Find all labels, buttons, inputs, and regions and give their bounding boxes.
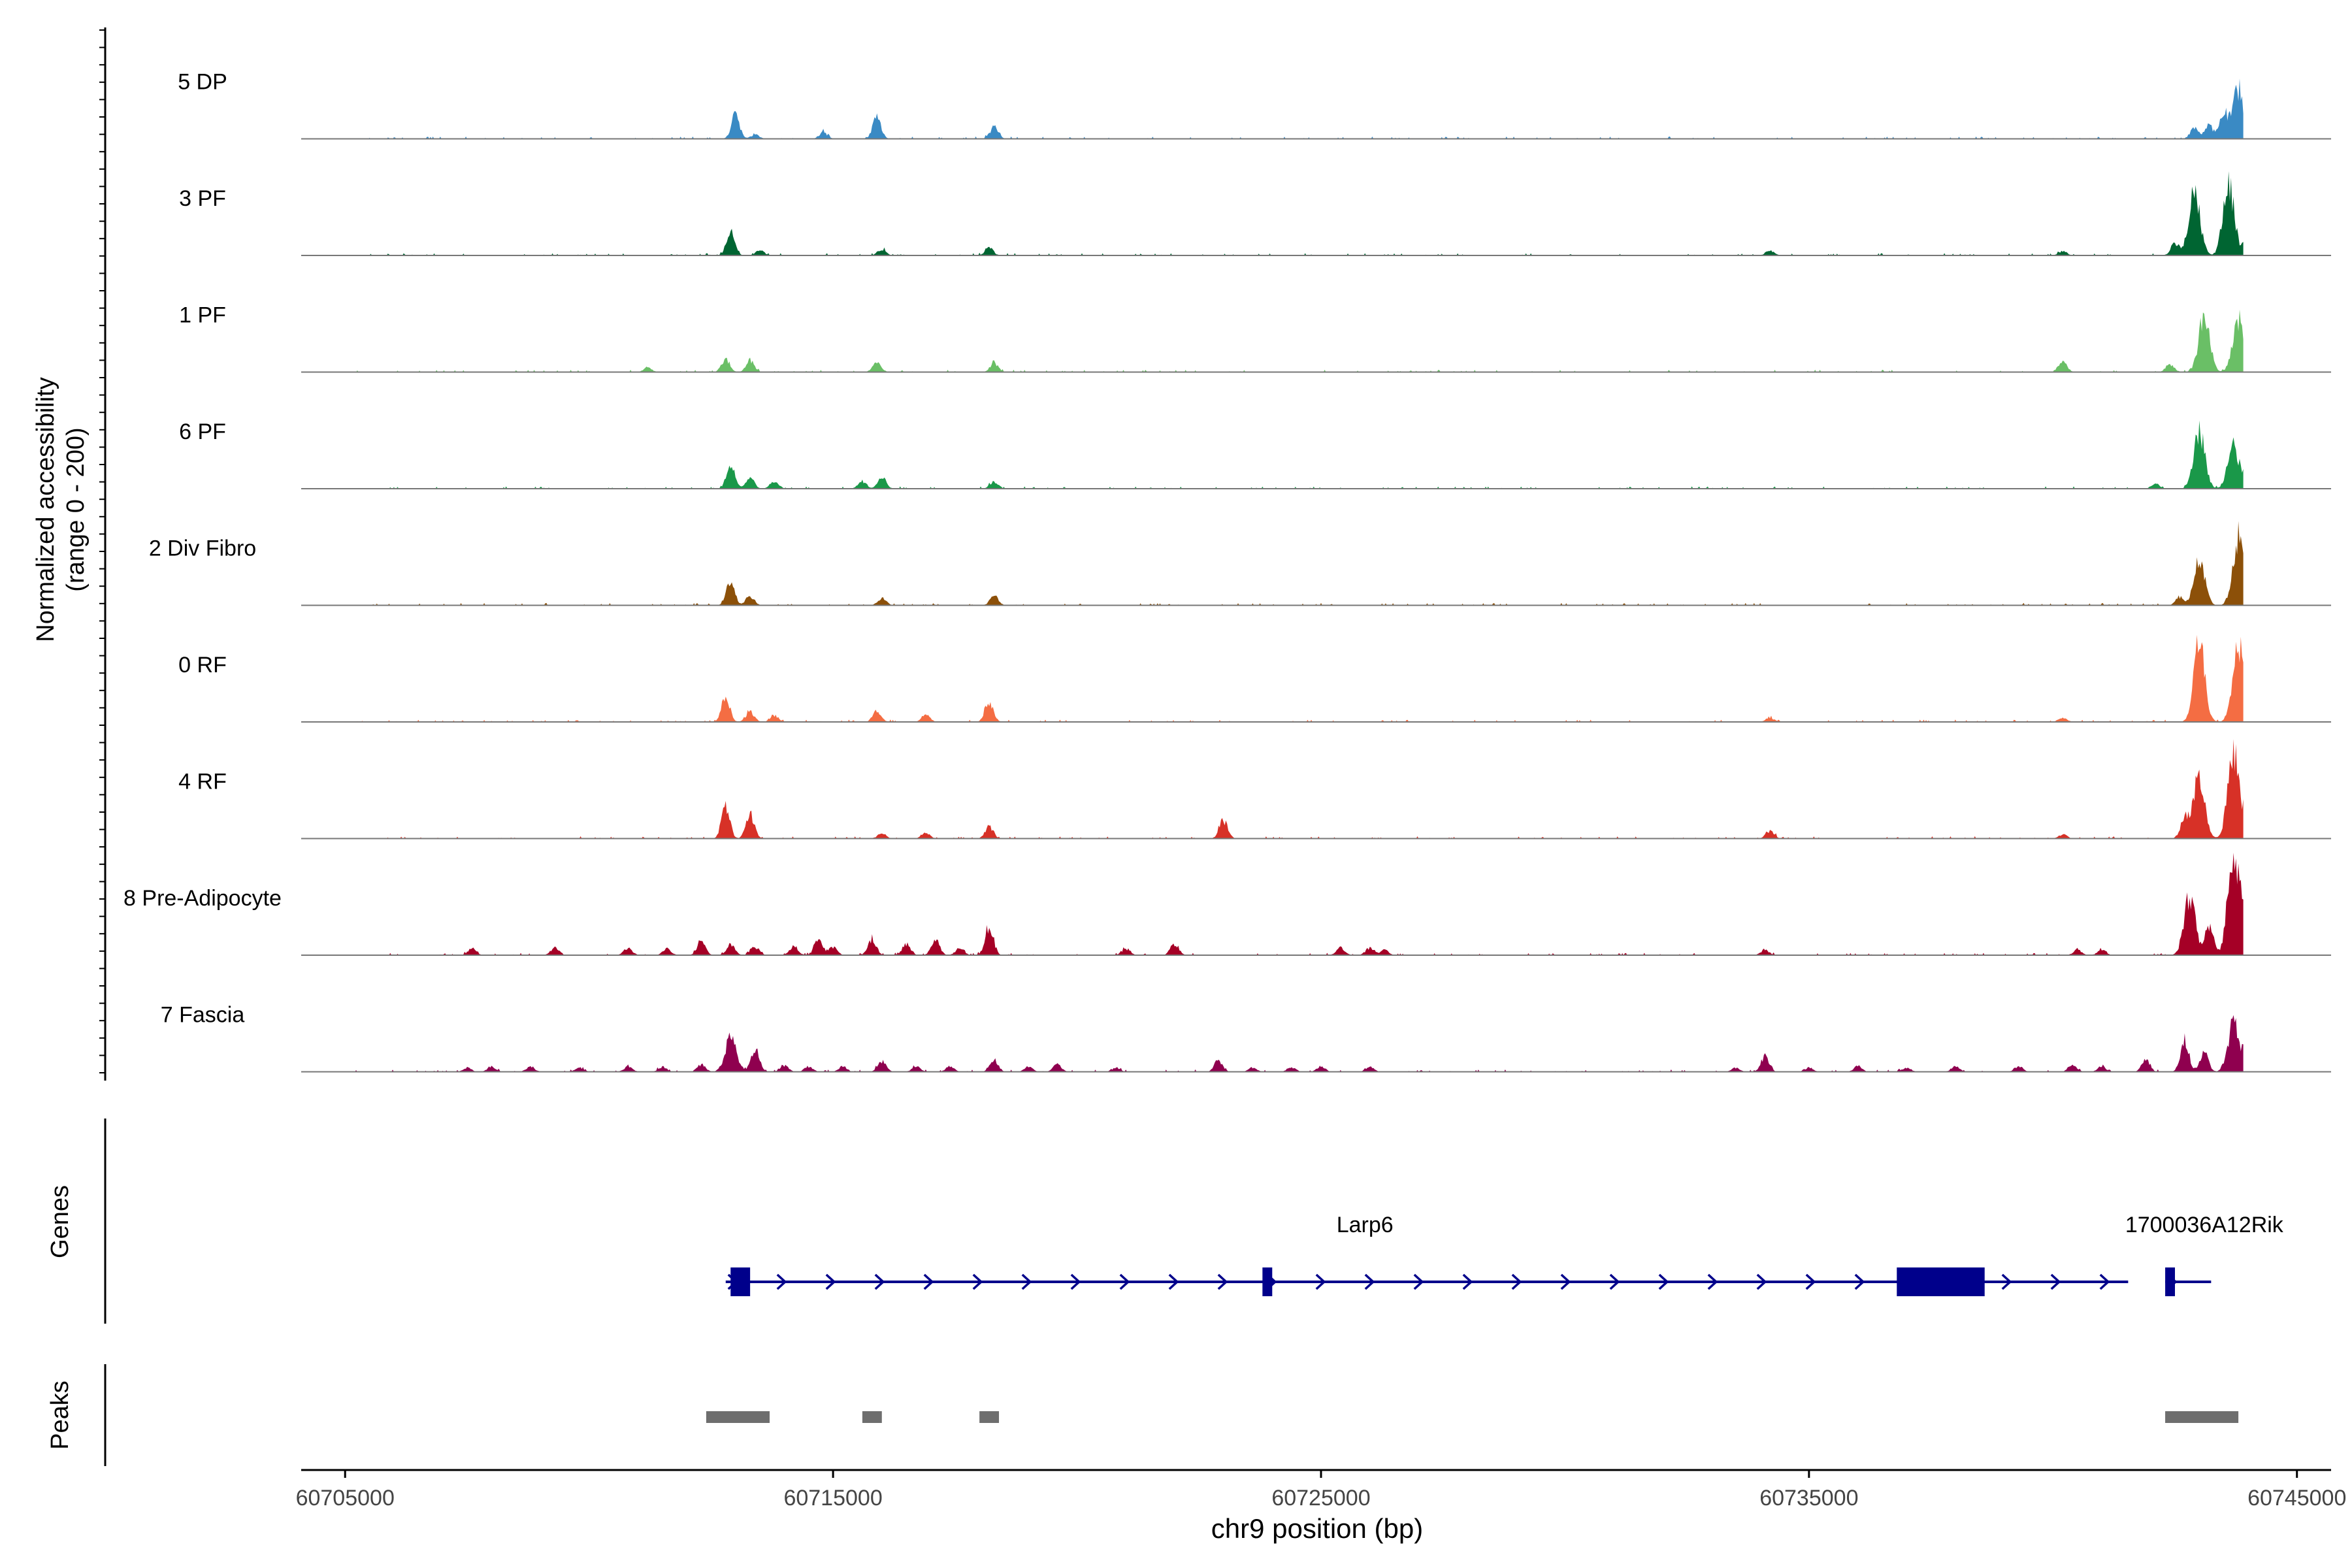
track-5: 0 RF bbox=[178, 634, 2331, 723]
track-label: 3 PF bbox=[179, 186, 226, 211]
track-label: 5 DP bbox=[178, 70, 227, 95]
strand-arrow bbox=[825, 1273, 836, 1290]
coverage-area bbox=[355, 171, 2244, 255]
peak-region bbox=[862, 1411, 882, 1423]
coverage-area bbox=[355, 420, 2244, 489]
strand-arrow bbox=[1462, 1273, 1473, 1290]
peak-region bbox=[706, 1411, 770, 1423]
x-tick-label: 60745000 bbox=[2247, 1486, 2346, 1511]
strand-arrow bbox=[1217, 1273, 1228, 1290]
strand-arrow bbox=[1658, 1273, 1669, 1290]
track-label: 4 RF bbox=[178, 770, 227, 794]
strand-arrow bbox=[1560, 1273, 1571, 1290]
x-axis-ticks: 60705000 60715000 60725000 60735000 60745000 bbox=[296, 1470, 2346, 1511]
x-tick-label: 60715000 bbox=[783, 1486, 882, 1511]
gene-name-label: Larp6 bbox=[1337, 1213, 1394, 1237]
track-4: 2 Div Fibro bbox=[149, 521, 2331, 606]
coverage-area bbox=[355, 309, 2244, 372]
track-7: 8 Pre-Adipocyte bbox=[123, 853, 2331, 956]
x-tick-label: 60705000 bbox=[296, 1486, 395, 1511]
coverage-area bbox=[355, 1015, 2244, 1072]
peaks-track-label: Peaks bbox=[46, 1380, 74, 1450]
x-tick-label: 60735000 bbox=[1759, 1486, 1858, 1511]
gene-annotations: Larp6 1700036A12Rik bbox=[725, 1213, 2284, 1296]
gene-exon bbox=[1262, 1267, 1273, 1296]
coverage-y-ticks bbox=[99, 29, 105, 1073]
track-label: 6 PF bbox=[179, 419, 226, 444]
strand-arrow bbox=[1119, 1273, 1130, 1290]
gene-exon bbox=[1897, 1267, 1985, 1296]
strand-arrow bbox=[1805, 1273, 1816, 1290]
track-6: 4 RF bbox=[178, 739, 2331, 840]
strand-arrow bbox=[1854, 1273, 1865, 1290]
coverage-area bbox=[355, 521, 2244, 606]
gene-name-label: 1700036A12Rik bbox=[2125, 1213, 2284, 1237]
track-8: 7 Fascia bbox=[161, 1003, 2331, 1073]
strand-arrow bbox=[1756, 1273, 1767, 1290]
track-label: 8 Pre-Adipocyte bbox=[123, 886, 282, 911]
genes-track-label: Genes bbox=[46, 1185, 74, 1258]
strand-arrow bbox=[972, 1273, 983, 1290]
peak-regions bbox=[706, 1411, 2239, 1423]
x-tick-label: 60725000 bbox=[1271, 1486, 1370, 1511]
track-0: 5 DP bbox=[178, 70, 2331, 140]
x-axis-label: chr9 position (bp) bbox=[1211, 1513, 1424, 1544]
strand-arrow bbox=[2001, 1273, 2012, 1290]
gene-Larp6: Larp6 bbox=[725, 1213, 2129, 1296]
strand-arrow bbox=[1315, 1273, 1326, 1290]
strand-arrow bbox=[1168, 1273, 1179, 1290]
gene-exon bbox=[730, 1267, 751, 1296]
strand-arrow bbox=[776, 1273, 787, 1290]
track-label: 2 Div Fibro bbox=[149, 536, 256, 561]
coverage-area bbox=[355, 853, 2244, 955]
coverage-tracks: 5 DP 3 PF 1 PF 6 PF 2 Div Fibro 0 RF 4 RF 8 Pre… bbox=[123, 70, 2331, 1073]
strand-arrow bbox=[874, 1273, 885, 1290]
strand-arrow bbox=[1364, 1273, 1375, 1290]
gene-exon bbox=[2165, 1267, 2175, 1296]
strand-arrow bbox=[1070, 1273, 1081, 1290]
strand-arrow bbox=[2099, 1273, 2110, 1290]
peak-region bbox=[979, 1411, 1000, 1423]
strand-arrow bbox=[1609, 1273, 1620, 1290]
coverage-area bbox=[355, 739, 2244, 839]
strand-arrow bbox=[1021, 1273, 1032, 1290]
track-label: 0 RF bbox=[178, 653, 227, 678]
track-label: 1 PF bbox=[179, 303, 226, 328]
track-2: 1 PF bbox=[179, 303, 2331, 373]
track-3: 6 PF bbox=[179, 419, 2331, 489]
peak-region bbox=[2165, 1411, 2239, 1423]
strand-arrow bbox=[2050, 1273, 2061, 1290]
strand-arrow bbox=[1707, 1273, 1718, 1290]
track-label: 7 Fascia bbox=[161, 1003, 245, 1028]
track-1: 3 PF bbox=[179, 171, 2331, 256]
strand-arrow bbox=[923, 1273, 934, 1290]
coverage-area bbox=[355, 78, 2244, 139]
gene-1700036A12Rik: 1700036A12Rik bbox=[2125, 1213, 2284, 1296]
strand-arrow bbox=[1413, 1273, 1424, 1290]
y-axis-label-line2: (range 0 - 200) bbox=[62, 427, 90, 591]
y-axis-label-line1: Normalized accessibility bbox=[32, 377, 59, 642]
strand-arrow bbox=[1511, 1273, 1522, 1290]
coverage-area bbox=[355, 634, 2244, 722]
